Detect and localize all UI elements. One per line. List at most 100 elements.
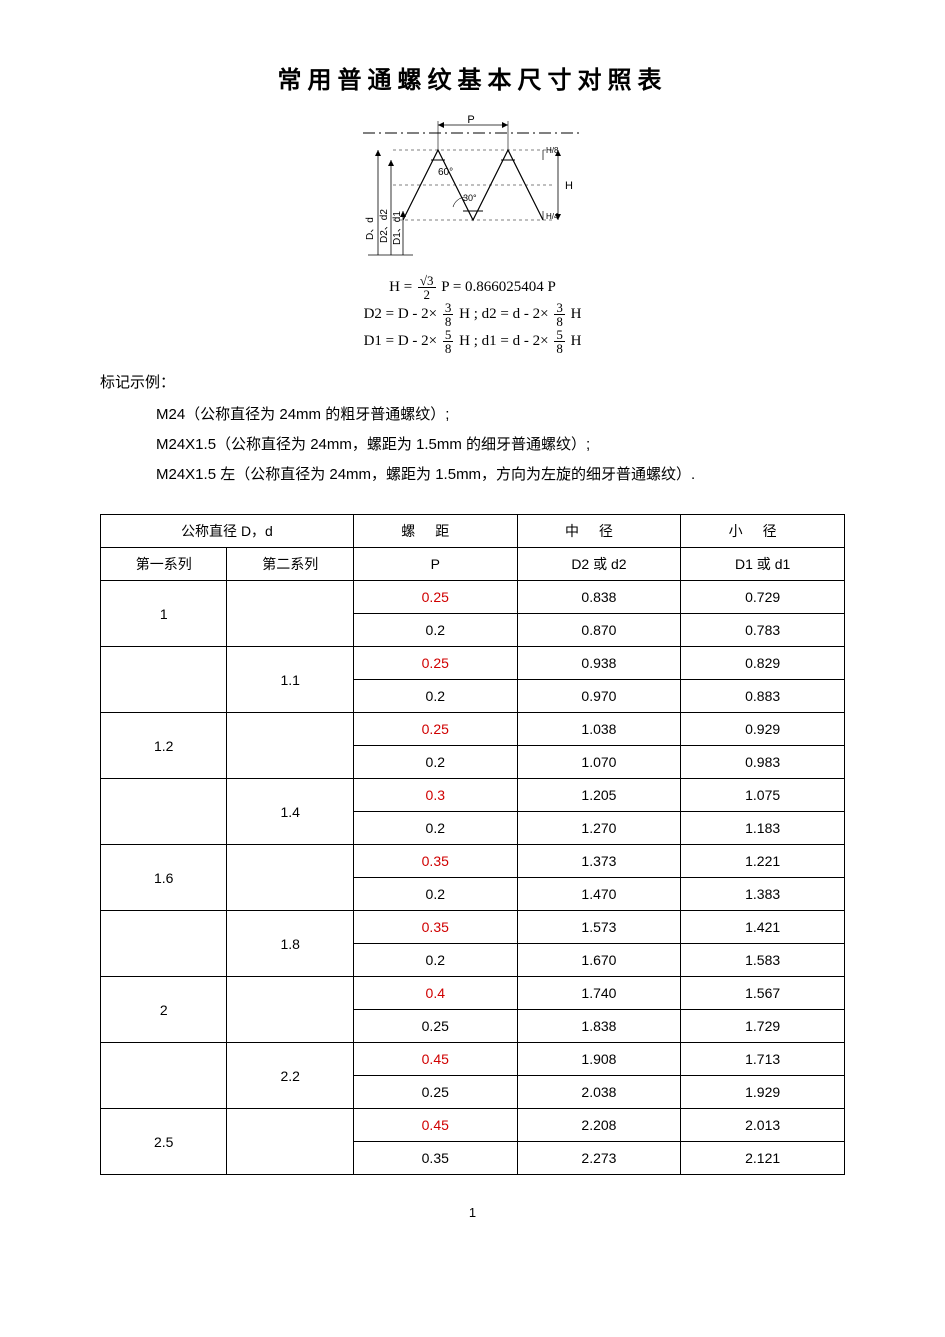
cell-series1: 1 <box>101 581 227 647</box>
table-row: 1.40.31.2051.075 <box>101 779 845 812</box>
cell-d2: 1.070 <box>517 746 681 779</box>
cell-pitch: 0.3 <box>353 779 517 812</box>
cell-d1: 1.929 <box>681 1076 845 1109</box>
cell-d2: 1.573 <box>517 911 681 944</box>
svg-text:30°: 30° <box>463 193 477 203</box>
table-row: 2.50.452.2082.013 <box>101 1109 845 1142</box>
cell-d1: 0.783 <box>681 614 845 647</box>
cell-series2 <box>227 713 353 779</box>
cell-d2: 1.740 <box>517 977 681 1010</box>
cell-pitch: 0.4 <box>353 977 517 1010</box>
th-mid: 中径 <box>517 515 681 548</box>
table-row: 1.60.351.3731.221 <box>101 845 845 878</box>
table-row: 1.20.251.0380.929 <box>101 713 845 746</box>
cell-d1: 1.383 <box>681 878 845 911</box>
thread-diagram: P 60° 30° H H/8 H/4 D、d D2、d2 D1、d1 <box>100 115 845 268</box>
cell-pitch: 0.35 <box>353 1142 517 1175</box>
cell-series1: 1.6 <box>101 845 227 911</box>
cell-d2: 1.270 <box>517 812 681 845</box>
th-minor: 小径 <box>681 515 845 548</box>
table-row: 1.10.250.9380.829 <box>101 647 845 680</box>
example-3: M24X1.5 左（公称直径为 24mm，螺距为 1.5mm，方向为左旋的细牙普… <box>156 460 845 490</box>
cell-series2: 1.4 <box>227 779 353 845</box>
example-2: M24X1.5（公称直径为 24mm，螺距为 1.5mm 的细牙普通螺纹）; <box>156 430 845 460</box>
cell-series2 <box>227 845 353 911</box>
cell-d1: 1.183 <box>681 812 845 845</box>
cell-d2: 1.838 <box>517 1010 681 1043</box>
cell-d1: 1.729 <box>681 1010 845 1043</box>
cell-d2: 1.038 <box>517 713 681 746</box>
dimensions-table: 公称直径 D，d 螺距 中径 小径 第一系列 第二系列 P D2 或 d2 D1… <box>100 514 845 1175</box>
th-d2: D2 或 d2 <box>517 548 681 581</box>
th-series1: 第一系列 <box>101 548 227 581</box>
table-row: 2.20.451.9081.713 <box>101 1043 845 1076</box>
cell-d1: 2.013 <box>681 1109 845 1142</box>
cell-d1: 0.883 <box>681 680 845 713</box>
th-d1: D1 或 d1 <box>681 548 845 581</box>
cell-d1: 2.121 <box>681 1142 845 1175</box>
cell-d1: 1.713 <box>681 1043 845 1076</box>
cell-d1: 1.221 <box>681 845 845 878</box>
cell-d2: 2.038 <box>517 1076 681 1109</box>
cell-d1: 1.583 <box>681 944 845 977</box>
svg-text:D2、d2: D2、d2 <box>379 209 390 243</box>
svg-text:60°: 60° <box>438 167 453 178</box>
cell-pitch: 0.25 <box>353 713 517 746</box>
cell-d1: 0.729 <box>681 581 845 614</box>
svg-text:D1、d1: D1、d1 <box>392 211 403 245</box>
table-row: 10.250.8380.729 <box>101 581 845 614</box>
formula-d1-b: d1 = d - 2× <box>482 333 549 349</box>
formulas-block: H = √32 P = 0.866025404 P D2 = D - 2× 38… <box>100 274 845 355</box>
cell-series1: 1.2 <box>101 713 227 779</box>
cell-pitch: 0.2 <box>353 746 517 779</box>
cell-series1 <box>101 779 227 845</box>
cell-d1: 1.421 <box>681 911 845 944</box>
cell-pitch: 0.25 <box>353 581 517 614</box>
cell-pitch: 0.35 <box>353 845 517 878</box>
cell-series2 <box>227 581 353 647</box>
page-number: 1 <box>100 1205 845 1220</box>
example-1: M24（公称直径为 24mm 的粗牙普通螺纹）; <box>156 400 845 430</box>
cell-series2: 1.8 <box>227 911 353 977</box>
cell-d1: 0.983 <box>681 746 845 779</box>
cell-d2: 1.205 <box>517 779 681 812</box>
formula-h-right: P = 0.866025404 P <box>441 279 556 295</box>
cell-d1: 0.829 <box>681 647 845 680</box>
cell-d2: 0.938 <box>517 647 681 680</box>
cell-d1: 0.929 <box>681 713 845 746</box>
cell-d2: 2.273 <box>517 1142 681 1175</box>
cell-d2: 0.970 <box>517 680 681 713</box>
cell-series1: 2.5 <box>101 1109 227 1175</box>
cell-d1: 1.567 <box>681 977 845 1010</box>
cell-pitch: 0.25 <box>353 647 517 680</box>
th-pitch: 螺距 <box>353 515 517 548</box>
cell-d2: 0.838 <box>517 581 681 614</box>
cell-series1 <box>101 647 227 713</box>
formula-d2-a: D2 = D - 2× <box>364 306 438 322</box>
cell-pitch: 0.35 <box>353 911 517 944</box>
cell-series1: 2 <box>101 977 227 1043</box>
cell-series2: 2.2 <box>227 1043 353 1109</box>
cell-pitch: 0.2 <box>353 614 517 647</box>
svg-text:H: H <box>565 180 573 192</box>
th-nominal: 公称直径 D，d <box>101 515 354 548</box>
cell-d2: 1.670 <box>517 944 681 977</box>
cell-pitch: 0.45 <box>353 1043 517 1076</box>
cell-pitch: 0.45 <box>353 1109 517 1142</box>
cell-d2: 2.208 <box>517 1109 681 1142</box>
svg-text:D、d: D、d <box>365 217 376 240</box>
cell-series2 <box>227 1109 353 1175</box>
cell-pitch: 0.2 <box>353 680 517 713</box>
th-p: P <box>353 548 517 581</box>
th-series2: 第二系列 <box>227 548 353 581</box>
cell-d2: 1.908 <box>517 1043 681 1076</box>
svg-text:H/4: H/4 <box>546 212 559 221</box>
cell-series2 <box>227 977 353 1043</box>
cell-pitch: 0.25 <box>353 1010 517 1043</box>
table-row: 1.80.351.5731.421 <box>101 911 845 944</box>
cell-d2: 1.470 <box>517 878 681 911</box>
cell-pitch: 0.2 <box>353 812 517 845</box>
cell-d1: 1.075 <box>681 779 845 812</box>
cell-series2: 1.1 <box>227 647 353 713</box>
table-row: 20.41.7401.567 <box>101 977 845 1010</box>
